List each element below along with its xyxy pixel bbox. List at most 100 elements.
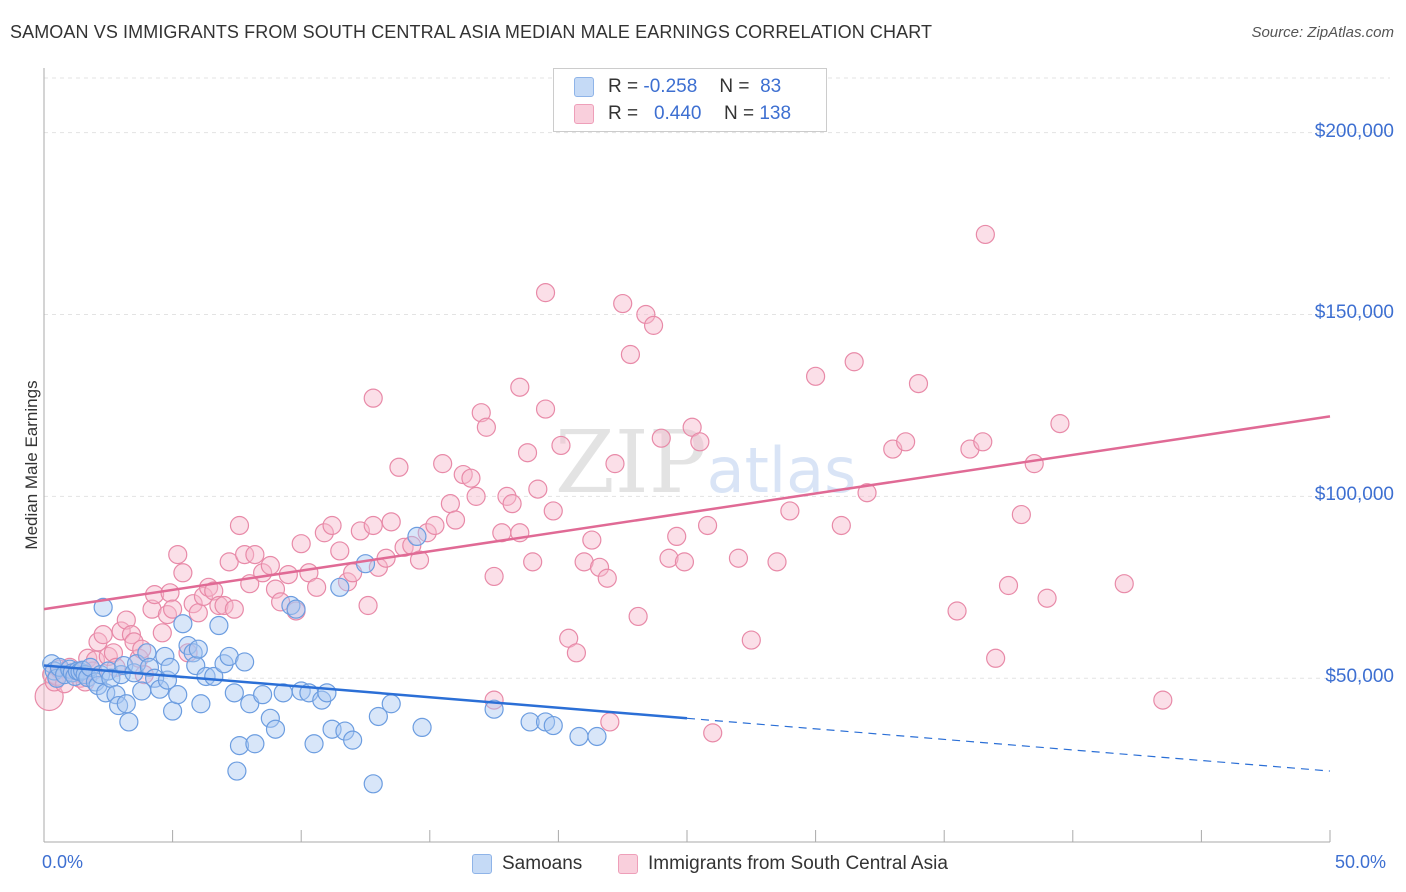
immigrant-point [697,515,718,536]
immigrant-point [229,515,250,536]
immigrant-point [466,486,486,506]
samoan-point [253,685,273,705]
samoan-point [235,652,255,672]
immigrant-point [193,586,214,607]
immigrant-point [330,541,350,561]
x-tick-label-max: 50.0% [1335,852,1387,872]
immigrant-point [152,623,172,643]
immigrant-point [132,639,152,659]
immigrant-point [103,643,124,663]
immigrant-point [224,599,244,619]
samoan-point [343,730,363,750]
immigrant-point [163,599,183,619]
immigrant-point [589,557,610,577]
legend-n-value-immigrants: 138 [759,103,792,124]
immigrant-point [183,594,203,614]
immigrant-point [307,577,327,597]
samoan-point [196,666,216,687]
samoan-point [260,708,280,728]
y-tick-label: $100,000 [1314,484,1394,506]
immigrant-point [389,457,409,477]
bottom-legend-swatch-immigrants [618,854,638,874]
immigrant-point [168,544,188,565]
immigrant-point [528,479,548,499]
immigrant-point [510,377,530,397]
legend-r-label: R = [608,103,639,124]
immigrant-point [209,595,229,616]
samoan-point [363,774,383,794]
samoan-point [286,599,306,619]
immigrant-point [265,579,286,599]
immigrant-point [728,548,749,568]
immigrant-point [674,552,695,572]
correlation-legend: R = -0.258 N = 83 R = 0.440 N = 138 [553,68,827,132]
samoan-point [407,526,427,547]
immigrant-point [741,630,761,650]
immigrant-point [245,544,265,565]
immigrant-point [582,530,602,550]
watermark-atlas: atlas [707,434,857,507]
immigrant-point [628,606,648,627]
samoan-point [484,699,504,719]
immigrant-point [445,510,466,530]
samoan-point [569,726,589,747]
immigrant-point [322,515,342,536]
immigrant-point [690,432,710,452]
immigrant-point [111,621,131,641]
samoan-point [330,577,350,597]
samoan-point [304,734,324,754]
immigrant-point [551,435,571,456]
immigrant-point [651,428,671,448]
samoan-point [93,597,113,617]
bottom-legend-label-immigrants: Immigrants from South Central Asia [648,853,948,874]
immigrant-point [440,494,460,514]
immigrant-point [363,515,383,536]
immigrant-point [173,563,193,583]
immigrant-point [831,515,851,536]
immigrant-point [1011,504,1031,525]
immigrant-point [986,648,1006,668]
samoan-point [265,719,286,739]
immigrant-point [502,494,522,514]
trend-line-immigrants [43,415,1331,611]
immigrant-point [363,388,383,408]
immigrant-point [219,552,239,572]
immigrant-point [523,552,543,572]
legend-r-value-samoans: -0.258 [643,76,698,97]
immigrant-point [975,224,995,245]
samoan-point [139,657,160,677]
immigrant-point [517,443,538,463]
source-label: Source: ZipAtlas.com [1251,24,1394,41]
immigrant-point [204,581,224,601]
watermark: ZIPatlas [555,413,856,513]
bottom-legend-samoans: Samoans [472,852,582,876]
samoan-point [381,694,401,714]
immigrant-point [214,595,234,616]
samoan-point [227,761,247,781]
immigrant-point [1114,574,1134,594]
immigrant-point [484,566,504,587]
trend-line-samoans-extrapolated [686,717,1331,772]
immigrant-point [381,512,401,532]
immigrant-point [271,592,291,612]
samoan-point [317,683,337,703]
legend-swatch-immigrants [574,104,594,124]
samoan-point [191,694,211,714]
watermark-zip: ZIP [555,413,707,513]
legend-n-label: N = [719,76,750,97]
immigrant-point [636,304,656,325]
samoan-point [543,715,563,736]
legend-r-value-immigrants: 0.440 [653,103,702,124]
immigrant-point [667,526,687,547]
immigrant-point [767,552,787,572]
immigrant-point [600,712,620,732]
immigrant-point [235,544,255,565]
immigrant-point [620,344,641,365]
legend-swatch-samoans [574,77,594,97]
samoan-point [281,595,301,616]
samoan-point [137,643,157,663]
samoan-point [224,683,244,703]
immigrant-point [896,432,916,452]
chart-title: SAMOAN VS IMMIGRANTS FROM SOUTH CENTRAL … [10,22,933,42]
